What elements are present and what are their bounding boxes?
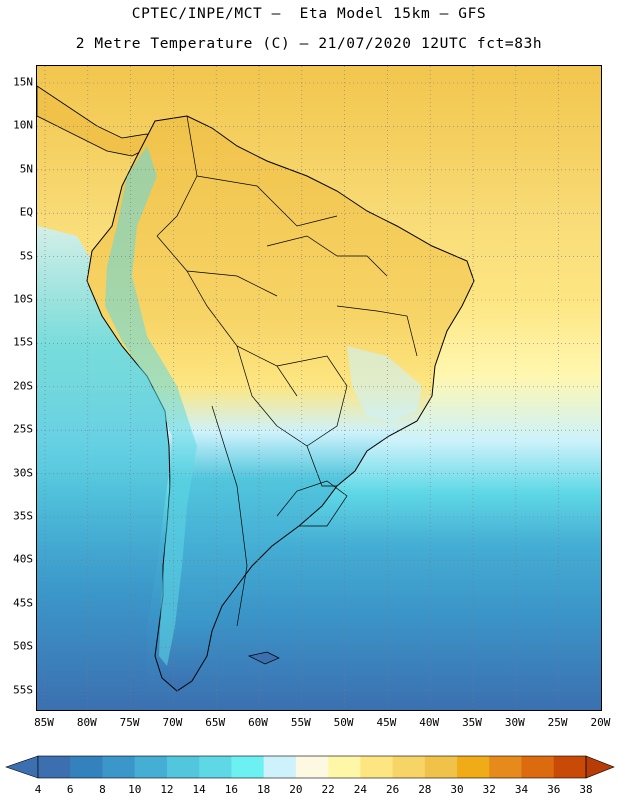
- colorbar-tick-label: 10: [128, 783, 142, 796]
- colorbar-swatch: [166, 756, 200, 778]
- colorbar-tick-label: 36: [547, 783, 561, 796]
- colorbar-swatch: [134, 756, 168, 778]
- lon-label: 75W: [119, 716, 140, 729]
- colorbar-tick-label: 18: [257, 783, 271, 796]
- lon-label: 80W: [76, 716, 97, 729]
- colorbar-swatch: [231, 756, 265, 778]
- lon-label: 50W: [333, 716, 354, 729]
- lat-label: 30S: [13, 466, 33, 480]
- colorbar-tick-label: 20: [289, 783, 303, 796]
- colorbar-swatch: [199, 756, 232, 778]
- lat-label: 35S: [13, 509, 33, 523]
- colorbar-tick-label: 22: [321, 783, 335, 796]
- colorbar-swatch: [521, 756, 555, 778]
- colorbar-tick-label: 28: [418, 783, 432, 796]
- lat-label: 40S: [13, 552, 33, 566]
- map-subtitle: 2 Metre Temperature (C) – 21/07/2020 12U…: [75, 36, 543, 52]
- lon-label: 70W: [162, 716, 183, 729]
- lon-label: 20W: [590, 716, 611, 729]
- colorbar-swatch: [70, 756, 103, 778]
- lat-label: 5N: [19, 162, 33, 176]
- colorbar-tick-label: 38: [579, 783, 593, 796]
- colorbar-swatch: [102, 756, 136, 778]
- colorbar-tick-label: 6: [66, 783, 74, 796]
- colorbar-tick-label: 4: [34, 783, 42, 796]
- colorbar-swatch: [424, 756, 458, 778]
- colorbar-swatch: [360, 756, 394, 778]
- lat-label: EQ: [19, 205, 33, 219]
- lon-label: 55W: [290, 716, 311, 729]
- lon-label: 25W: [547, 716, 568, 729]
- colorbar-tick-label: 26: [385, 783, 400, 796]
- colorbar-swatch: [295, 756, 329, 778]
- lat-label: 15N: [13, 75, 33, 89]
- colorbar-tick-label: 16: [224, 783, 239, 796]
- lon-label: 35W: [462, 716, 482, 729]
- colorbar-tick-label: 32: [482, 783, 496, 796]
- lat-label: 50S: [13, 639, 33, 653]
- lon-label: 30W: [504, 716, 525, 729]
- temperature-map: [36, 65, 602, 711]
- lon-label: 45W: [376, 716, 397, 729]
- colorbar-swatch: [392, 756, 426, 778]
- colorbar-right-arrow: [585, 755, 615, 779]
- lat-label: 55S: [13, 683, 33, 697]
- colorbar-swatch: [457, 756, 490, 778]
- colorbar-swatch: [263, 756, 297, 778]
- lon-label: 40W: [419, 716, 440, 729]
- colorbar-tick-label: 34: [514, 783, 529, 796]
- lat-label: 5S: [19, 249, 33, 263]
- colorbar-left-arrow: [5, 755, 39, 779]
- colorbar-swatch: [328, 756, 361, 778]
- colorbar-swatch: [553, 756, 587, 778]
- colorbar-tick-label: 8: [99, 783, 106, 796]
- lon-label: 65W: [205, 716, 226, 729]
- colorbar-tick-label: 30: [450, 783, 464, 796]
- temperature-colorbar: [5, 755, 615, 779]
- lat-label: 10S: [13, 292, 33, 306]
- colorbar-swatch: [38, 756, 71, 778]
- lat-label: 15S: [13, 335, 33, 349]
- map-canvas: [37, 66, 601, 710]
- colorbar-tick-label: 24: [353, 783, 367, 796]
- colorbar-tick-label: 14: [192, 783, 206, 796]
- lon-label: 60W: [248, 716, 268, 729]
- lon-label: 85W: [34, 716, 54, 729]
- lat-label: 25S: [13, 422, 33, 436]
- colorbar-tick-label: 12: [160, 783, 174, 796]
- lat-label: 45S: [13, 596, 33, 610]
- lat-label: 10N: [13, 118, 33, 132]
- map-title: CPTEC/INPE/MCT – Eta Model 15km – GFS: [131, 6, 487, 22]
- colorbar-swatch: [489, 756, 523, 778]
- lat-label: 20S: [13, 379, 33, 393]
